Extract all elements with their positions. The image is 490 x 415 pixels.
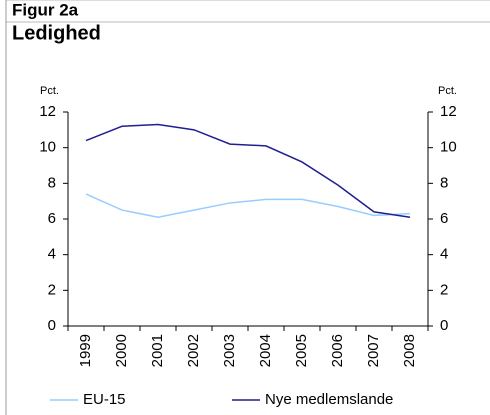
x-tick-label: 1999 (77, 334, 94, 367)
legend-label: EU-15 (83, 391, 126, 408)
chart-title: Figur 2a (12, 0, 79, 19)
y2-axis-label: Pct. (438, 85, 457, 97)
y2-tick-label: 0 (440, 317, 448, 334)
x-tick-label: 2000 (113, 334, 130, 367)
series-line (85, 123, 411, 218)
y-axis-label: Pct. (40, 85, 59, 97)
x-tick-label: 2003 (221, 334, 238, 367)
legend-label: Nye medlemslande (265, 391, 393, 408)
x-tick-label: 2008 (401, 334, 418, 367)
y-tick-label: 6 (48, 210, 56, 227)
y2-tick-label: 8 (440, 174, 448, 191)
y-tick-label: 12 (39, 103, 56, 120)
y-tick-label: 8 (48, 174, 56, 191)
y2-tick-label: 6 (440, 210, 448, 227)
y2-tick-label: 12 (440, 103, 457, 120)
series-line (85, 193, 411, 218)
y-tick-label: 4 (48, 246, 56, 263)
y2-tick-label: 2 (440, 281, 448, 298)
y-tick-label: 0 (48, 317, 56, 334)
y2-tick-label: 4 (440, 246, 448, 263)
y-tick-label: 10 (39, 139, 56, 156)
x-tick-label: 2007 (365, 334, 382, 367)
x-tick-label: 2005 (293, 334, 310, 367)
x-tick-label: 2006 (329, 334, 346, 367)
y-tick-label: 2 (48, 281, 56, 298)
x-tick-label: 2002 (185, 334, 202, 367)
chart-subtitle: Ledighed (12, 22, 101, 44)
y2-tick-label: 10 (440, 139, 457, 156)
x-tick-label: 2004 (257, 334, 274, 367)
x-tick-label: 2001 (149, 334, 166, 367)
